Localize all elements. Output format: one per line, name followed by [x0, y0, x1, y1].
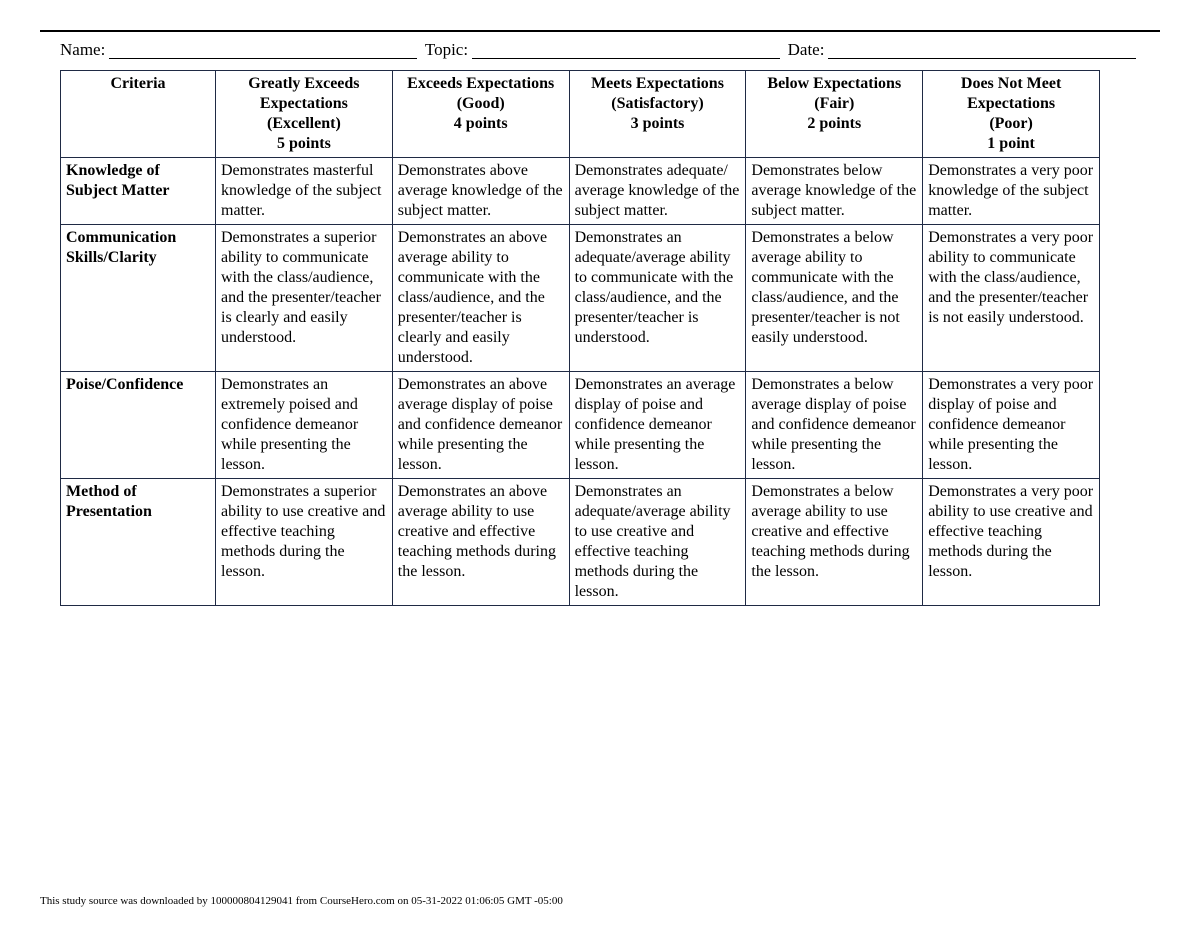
col-pts: 5 points: [277, 135, 331, 152]
rubric-cell: Demonstrates a very poor display of pois…: [923, 372, 1100, 479]
rubric-cell: Demonstrates an above average ability to…: [392, 225, 569, 372]
rubric-cell: Demonstrates adequate/ average knowledge…: [569, 158, 746, 225]
col-pts: 4 points: [454, 115, 508, 132]
criteria-cell: Communication Skills/Clarity: [61, 225, 216, 372]
col-title: Does Not Meet Expectations: [961, 75, 1061, 112]
header-line: Name: Topic: Date:: [40, 40, 1160, 70]
rubric-table: Criteria Greatly Exceeds Expectations (E…: [60, 70, 1100, 606]
criteria-cell: Poise/Confidence: [61, 372, 216, 479]
rubric-cell: Demonstrates an adequate/average ability…: [569, 225, 746, 372]
rubric-cell: Demonstrates an above average display of…: [392, 372, 569, 479]
col-header-fair: Below Expectations (Fair) 2 points: [746, 71, 923, 158]
rubric-cell: Demonstrates masterful knowledge of the …: [216, 158, 393, 225]
date-label: Date:: [788, 40, 825, 60]
rubric-cell: Demonstrates a superior ability to commu…: [216, 225, 393, 372]
rubric-cell: Demonstrates below average knowledge of …: [746, 158, 923, 225]
rubric-cell: Demonstrates an above average ability to…: [392, 479, 569, 606]
criteria-cell: Knowledge of Subject Matter: [61, 158, 216, 225]
rubric-cell: Demonstrates a superior ability to use c…: [216, 479, 393, 606]
rubric-cell: Demonstrates above average knowledge of …: [392, 158, 569, 225]
table-row: Knowledge of Subject Matter Demonstrates…: [61, 158, 1100, 225]
topic-blank[interactable]: [472, 37, 780, 59]
name-label: Name:: [60, 40, 105, 60]
col-title: Meets Expectations: [591, 75, 724, 92]
table-row: Poise/Confidence Demonstrates an extreme…: [61, 372, 1100, 479]
table-row: Communication Skills/Clarity Demonstrate…: [61, 225, 1100, 372]
rubric-cell: Demonstrates an adequate/average ability…: [569, 479, 746, 606]
topic-label: Topic:: [425, 40, 468, 60]
rubric-cell: Demonstrates an average display of poise…: [569, 372, 746, 479]
col-pts: 2 points: [807, 115, 861, 132]
table-row: Method of Presentation Demonstrates a su…: [61, 479, 1100, 606]
rubric-cell: Demonstrates a below average ability to …: [746, 225, 923, 372]
rubric-cell: Demonstrates a below average display of …: [746, 372, 923, 479]
col-title: Criteria: [110, 75, 165, 92]
col-sub: (Poor): [989, 115, 1033, 132]
col-header-satisfactory: Meets Expectations (Satisfactory) 3 poin…: [569, 71, 746, 158]
date-blank[interactable]: [828, 37, 1136, 59]
col-header-excellent: Greatly Exceeds Expectations (Excellent)…: [216, 71, 393, 158]
col-header-criteria: Criteria: [61, 71, 216, 158]
criteria-cell: Method of Presentation: [61, 479, 216, 606]
footer-attribution: This study source was downloaded by 1000…: [40, 895, 563, 907]
col-pts: 3 points: [631, 115, 685, 132]
col-title: Greatly Exceeds Expectations: [248, 75, 359, 112]
col-sub: (Good): [457, 95, 505, 112]
col-sub: (Fair): [814, 95, 854, 112]
rubric-cell: Demonstrates an extremely poised and con…: [216, 372, 393, 479]
name-blank[interactable]: [109, 37, 417, 59]
rubric-cell: Demonstrates a very poor ability to use …: [923, 479, 1100, 606]
col-pts: 1 point: [987, 135, 1035, 152]
col-sub: (Satisfactory): [611, 95, 703, 112]
rubric-cell: Demonstrates a below average ability to …: [746, 479, 923, 606]
col-sub: (Excellent): [267, 115, 341, 132]
rubric-cell: Demonstrates a very poor knowledge of th…: [923, 158, 1100, 225]
col-title: Exceeds Expectations: [407, 75, 554, 92]
col-header-poor: Does Not Meet Expectations (Poor) 1 poin…: [923, 71, 1100, 158]
col-title: Below Expectations: [767, 75, 901, 92]
rubric-cell: Demonstrates a very poor ability to comm…: [923, 225, 1100, 372]
col-header-good: Exceeds Expectations (Good) 4 points: [392, 71, 569, 158]
top-rule: [40, 30, 1160, 32]
header-row: Criteria Greatly Exceeds Expectations (E…: [61, 71, 1100, 158]
